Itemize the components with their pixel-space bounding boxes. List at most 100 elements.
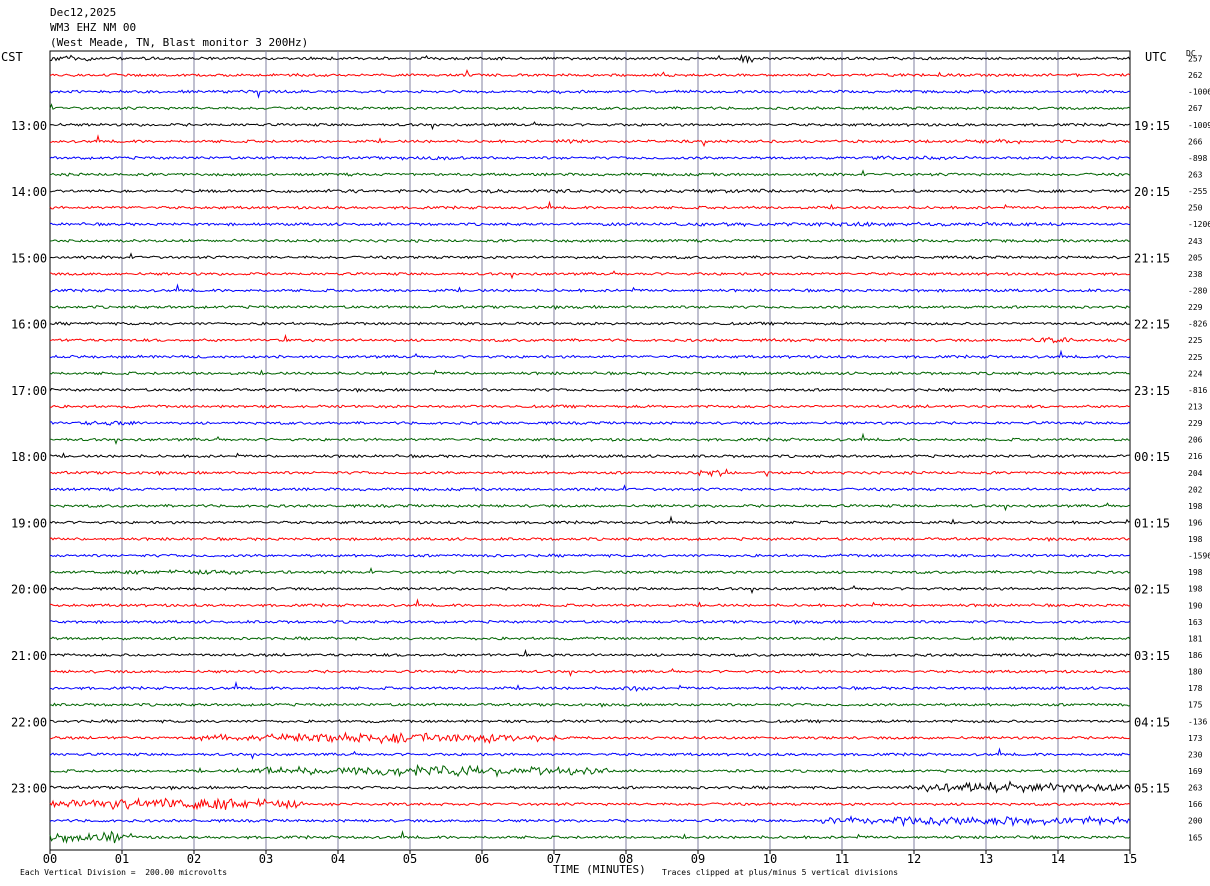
plot-frame [49,50,1131,851]
trace-line [49,648,1131,658]
trace-line [49,53,1131,65]
utc-hour-label: 03:15 [1134,649,1170,663]
cst-hour-label: 18:00 [11,450,47,464]
dc-offset-label: 224 [1188,369,1203,378]
trace-line [49,585,1131,595]
dc-offset-label: 243 [1188,237,1203,246]
trace-line [49,333,1131,344]
cst-hour-label: 14:00 [11,185,47,199]
trace-line [49,452,1131,459]
dc-offset-label: -826 [1188,320,1207,329]
trace-line [49,747,1131,760]
dc-offset-label: 204 [1188,469,1203,478]
dc-offset-header: DC [1186,49,1196,58]
trace-line [49,155,1131,161]
x-tick-label: 01 [115,852,129,866]
cst-hour-label: 21:00 [11,649,47,663]
dc-offset-label: 262 [1188,71,1203,80]
trace-line [49,815,1131,828]
trace-line [49,221,1131,228]
x-tick-label: 06 [475,852,489,866]
dc-offset-label: 181 [1188,634,1203,643]
location-label: (West Meade, TN, Blast monitor 3 200Hz) [50,36,309,49]
x-tick-label: 15 [1123,852,1137,866]
dc-offset-label: 186 [1188,651,1203,660]
dc-offset-label: 198 [1188,502,1203,511]
trace-line [49,349,1131,359]
trace-line [49,420,1131,426]
dc-offset-label: 266 [1188,137,1203,146]
dc-offset-label: 229 [1188,419,1203,428]
utc-hour-label: 01:15 [1134,516,1170,530]
trace-line [49,432,1130,446]
dc-offset-label: 198 [1188,535,1203,544]
trace-line [49,702,1131,708]
dc-offset-label: -136 [1188,717,1207,726]
trace-line [49,121,1131,131]
x-tick-label: 13 [979,852,993,866]
trace-line [49,553,1131,559]
trace-line [49,369,1131,376]
trace-line [49,763,1131,778]
dc-offset-label: -255 [1188,187,1207,196]
x-tick-label: 02 [187,852,201,866]
x-tick-label: 04 [331,852,345,866]
dc-offset-label: 165 [1188,833,1203,842]
trace-line [49,200,1131,210]
trace-line [49,502,1131,512]
dc-offset-label: 196 [1188,518,1203,527]
dc-offset-label: 173 [1188,734,1203,743]
trace-line [49,68,1131,78]
dc-offset-label: 238 [1188,270,1203,279]
dc-offset-label: -816 [1188,386,1207,395]
dc-offset-label: -280 [1188,286,1207,295]
dc-offset-label: 263 [1188,784,1203,793]
cst-hour-label: 13:00 [11,119,47,133]
trace-line [49,536,1131,543]
dc-offset-label: 180 [1188,668,1203,677]
dc-offset-label: 206 [1188,436,1203,445]
trace-line [49,321,1131,327]
dc-offset-label: 175 [1188,701,1203,710]
dc-offset-label: -1596 [1188,552,1210,561]
trace-line [49,780,1131,794]
x-tick-label: 00 [43,852,57,866]
dc-offset-label: -1206 [1188,220,1210,229]
dc-offset-label: 169 [1188,767,1203,776]
right-timezone-label: UTC [1145,50,1167,64]
cst-hour-label: 16:00 [11,318,47,332]
x-tick-label: 09 [691,852,705,866]
x-tick-label: 11 [835,852,849,866]
dc-offset-label: 190 [1188,601,1203,610]
cst-hour-label: 15:00 [11,251,47,265]
x-tick-label: 12 [907,852,921,866]
utc-hour-label: 00:15 [1134,450,1170,464]
x-tick-label: 10 [763,852,777,866]
trace-line [49,103,1131,111]
cst-hour-label: 17:00 [11,384,47,398]
trace-line [49,188,1131,194]
dc-offset-label: 225 [1188,336,1203,345]
cst-hour-label: 23:00 [11,782,47,796]
station-label: WM3 EHZ NM 00 [50,21,137,34]
cst-hour-label: 19:00 [11,516,47,530]
trace-line [49,134,1130,148]
utc-hour-label: 20:15 [1134,185,1170,199]
x-tick-label: 08 [619,852,633,866]
trace-line [49,598,1131,608]
dc-offset-label: -1006 [1188,88,1210,97]
dc-offset-label: -898 [1188,154,1207,163]
trace-line [49,404,1131,409]
dc-offset-label: 205 [1188,253,1203,262]
trace-line [50,731,1131,745]
trace-line [49,169,1131,177]
dc-offset-label: 230 [1188,750,1203,759]
trace-line [49,680,1131,693]
dc-offset-label: 202 [1188,485,1203,494]
dc-offset-label: 178 [1188,684,1203,693]
division-note: Each Vertical Division = 200.00 microvol… [20,868,228,877]
trace-line [49,238,1131,243]
utc-hour-label: 23:15 [1134,384,1170,398]
date-label: Dec12,2025 [50,6,117,19]
dc-offset-label: 229 [1188,303,1203,312]
